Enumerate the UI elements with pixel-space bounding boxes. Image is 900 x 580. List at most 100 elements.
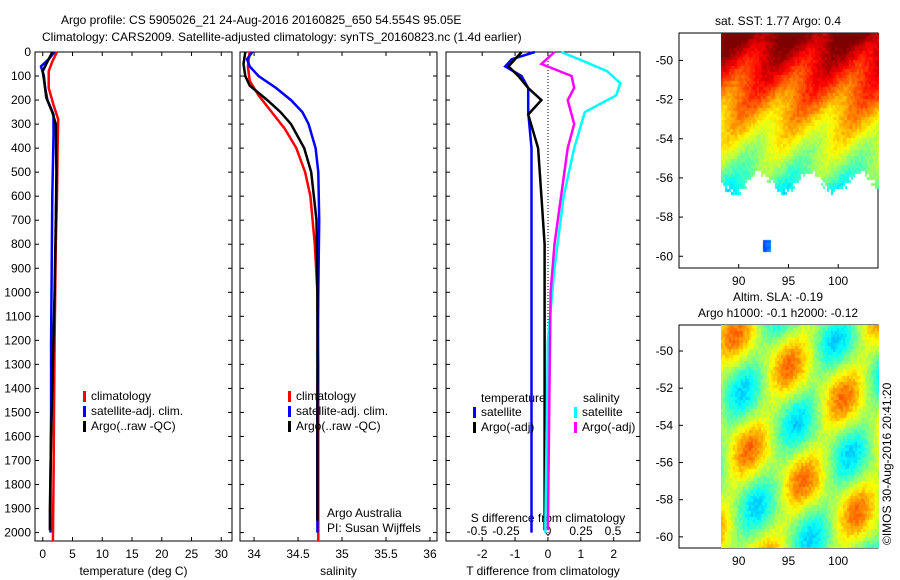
x-tick-label: 1 bbox=[577, 547, 584, 561]
y-tick-label: -52 bbox=[656, 381, 674, 395]
legend-swatch bbox=[574, 422, 577, 433]
legend-swatch bbox=[288, 406, 291, 417]
y-tick-label: 100 bbox=[11, 69, 31, 83]
y-tick-label: 600 bbox=[11, 189, 31, 203]
legend-title: temperature bbox=[481, 391, 546, 405]
x-tick-label: 95 bbox=[782, 274, 796, 288]
y-tick-label: -56 bbox=[656, 171, 674, 185]
x-tick-label: 100 bbox=[828, 274, 848, 288]
series-line-s-argo--adj- bbox=[539, 51, 576, 531]
y-tick-label: 1600 bbox=[4, 429, 31, 443]
series-line-argo---raw--qc- bbox=[242, 51, 319, 521]
x2-tick-label: 0.5 bbox=[605, 524, 622, 538]
map-title: sat. SST: 1.77 Argo: 0.4 bbox=[715, 14, 841, 28]
x-tick-label: 0 bbox=[545, 547, 552, 561]
y-tick-label: 1100 bbox=[5, 309, 31, 323]
annotation: Argo Australia bbox=[327, 506, 402, 520]
figure-title: Argo profile: CS 5905026_21 24-Aug-2016 … bbox=[61, 13, 462, 27]
x-axis-label: T difference from climatology bbox=[466, 564, 620, 578]
legend-entry: Argo(-adj) bbox=[481, 420, 534, 434]
x-tick-label: 25 bbox=[185, 547, 199, 561]
x-tick-label: 20 bbox=[155, 547, 169, 561]
y-tick-label: 1800 bbox=[4, 478, 31, 492]
legend-entry: satellite bbox=[481, 405, 522, 419]
axes-box-salinity bbox=[239, 51, 438, 542]
y-tick-label: -60 bbox=[656, 530, 674, 544]
figure-subtitle: Climatology: CARS2009. Satellite-adjuste… bbox=[42, 30, 522, 44]
y-tick-label: -56 bbox=[656, 456, 674, 470]
y-tick-label: 1300 bbox=[4, 357, 31, 371]
y-tick-label: 1400 bbox=[4, 381, 31, 395]
x-tick-label: 95 bbox=[782, 554, 796, 568]
series-line-argo---raw--qc- bbox=[41, 51, 58, 531]
sla-heatmap bbox=[721, 325, 879, 548]
legend-swatch bbox=[574, 407, 577, 418]
x2-tick-label: 0 bbox=[545, 524, 552, 538]
credit-text: ©IMOS 30-Aug-2016 20:41:20 bbox=[880, 382, 894, 545]
y-tick-label: 1500 bbox=[4, 405, 31, 419]
legend-entry: Argo(..raw -QC) bbox=[91, 419, 176, 433]
series-line-s-satellite bbox=[544, 50, 622, 533]
x2-tick-label: -0.25 bbox=[492, 524, 520, 538]
x-tick-label: 90 bbox=[732, 554, 746, 568]
legend-swatch bbox=[83, 421, 86, 432]
x2-tick-label: 0.25 bbox=[569, 524, 593, 538]
legend-swatch bbox=[83, 406, 86, 417]
legend-entry: Argo(..raw -QC) bbox=[296, 419, 381, 433]
x-tick-label: 35 bbox=[335, 547, 349, 561]
legend-title: salinity bbox=[583, 391, 620, 405]
legend-entry: satellite-adj. clim. bbox=[296, 404, 388, 418]
x-tick-label: 100 bbox=[828, 554, 848, 568]
series-line-satellite-adj--clim- bbox=[245, 51, 321, 533]
legend-swatch bbox=[288, 391, 291, 402]
x-axis-label: salinity bbox=[320, 564, 357, 578]
sst-heatmap bbox=[721, 33, 879, 258]
y-tick-label: -54 bbox=[656, 418, 674, 432]
annotation: PI: Susan Wijffels bbox=[327, 521, 421, 535]
legend-swatch bbox=[473, 407, 476, 418]
y-tick-label: 300 bbox=[11, 117, 31, 131]
legend-swatch bbox=[473, 422, 476, 433]
axes-box-temperature bbox=[34, 51, 233, 542]
y-tick-label: 1000 bbox=[4, 285, 31, 299]
x-tick-label: -1 bbox=[510, 547, 521, 561]
x-tick-label: 90 bbox=[732, 274, 746, 288]
y-tick-label: 1700 bbox=[4, 454, 31, 468]
x-tick-label: 15 bbox=[125, 547, 139, 561]
legend-entry: satellite-adj. clim. bbox=[91, 404, 183, 418]
legend-swatch bbox=[83, 391, 86, 402]
y-tick-label: 0 bbox=[24, 45, 31, 59]
y-tick-label: 500 bbox=[11, 165, 31, 179]
y-tick-label: 200 bbox=[11, 93, 31, 107]
y-tick-label: -58 bbox=[656, 210, 674, 224]
axes-box-differences bbox=[445, 51, 641, 542]
y-tick-label: -50 bbox=[656, 344, 674, 358]
x-tick-label: 0 bbox=[39, 547, 46, 561]
legend-entry: satellite bbox=[582, 405, 623, 419]
y-tick-label: 1900 bbox=[4, 502, 31, 516]
y-tick-label: -58 bbox=[656, 493, 674, 507]
series-line-t-argo--adj- bbox=[506, 51, 546, 531]
x-tick-label: 35.5 bbox=[374, 547, 398, 561]
x-tick-label: 5 bbox=[69, 547, 76, 561]
y-tick-label: 800 bbox=[11, 237, 31, 251]
series-line-t-satellite bbox=[503, 50, 536, 533]
y-tick-label: 2000 bbox=[4, 526, 31, 540]
y-tick-label: -52 bbox=[656, 93, 674, 107]
y-tick-label: -54 bbox=[656, 132, 674, 146]
x-tick-label: 2 bbox=[610, 547, 617, 561]
legend-swatch bbox=[288, 421, 291, 432]
y-tick-label: -50 bbox=[656, 53, 674, 67]
x-axis-label: temperature (deg C) bbox=[79, 564, 187, 578]
map-subtitle: Argo h1000: -0.1 h2000: -0.12 bbox=[698, 306, 858, 320]
x-tick-label: 30 bbox=[215, 547, 229, 561]
y-tick-label: 1200 bbox=[4, 333, 31, 347]
y-tick-label: 900 bbox=[11, 261, 31, 275]
x2-tick-label: -0.5 bbox=[467, 524, 488, 538]
x-tick-label: 36 bbox=[423, 547, 437, 561]
legend-entry: Argo(-adj) bbox=[582, 420, 635, 434]
y-tick-label: 400 bbox=[11, 141, 31, 155]
y-tick-label: -60 bbox=[656, 249, 674, 263]
legend-entry: climatology bbox=[91, 389, 151, 403]
